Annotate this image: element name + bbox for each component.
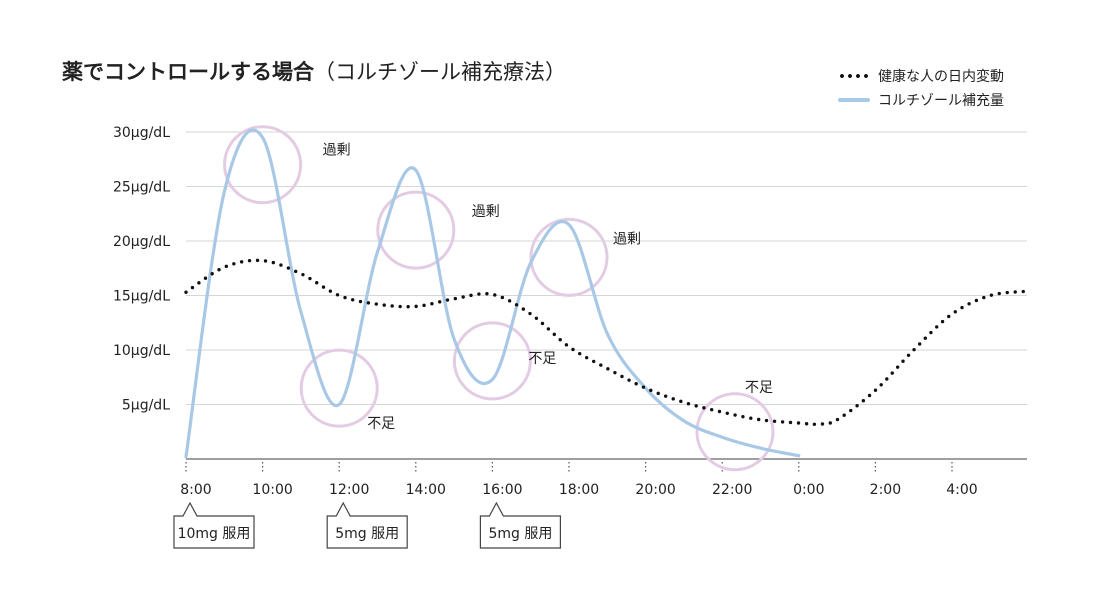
- x-tick-label: 18:00: [559, 482, 599, 498]
- dose-box: [479, 501, 561, 549]
- dose-label: 5mg 服用: [335, 526, 399, 542]
- x-tick-label: 8:00: [180, 482, 211, 498]
- highlight-circle: [376, 190, 456, 270]
- x-tick-label: 10:00: [252, 482, 292, 498]
- highlight-circle: [223, 125, 303, 205]
- y-tick-label: 10μg/dL: [113, 343, 170, 359]
- x-tick-label: 14:00: [406, 482, 446, 498]
- highlight-circle: [299, 348, 379, 428]
- legend-item-normal: 健康な人の日内変動: [838, 64, 1004, 88]
- x-tick-label: 2:00: [870, 482, 901, 498]
- dose-callout: 5mg 服用: [326, 501, 408, 549]
- highlight-circle: [695, 392, 775, 472]
- x-tick-label: 12:00: [329, 482, 369, 498]
- x-tick-label: 0:00: [793, 482, 824, 498]
- dose-label: 5mg 服用: [488, 526, 552, 542]
- y-tick-label: 30μg/dL: [113, 125, 170, 141]
- annotation-label: 過剰: [323, 143, 351, 159]
- series-line-normal: [184, 258, 1031, 426]
- dose-box: [173, 501, 255, 549]
- legend-label-normal: 健康な人の日内変動: [878, 69, 1004, 85]
- dose-callout: 5mg 服用: [479, 501, 561, 549]
- dose-box: [326, 501, 408, 549]
- x-tick-label: 4:00: [946, 482, 977, 498]
- chart-title-sub: （コルチゾール補充療法）: [314, 60, 566, 84]
- legend-label-treatment: コルチゾール補充量: [878, 93, 1004, 109]
- y-tick-label: 15μg/dL: [113, 289, 170, 305]
- y-tick-label: 5μg/dL: [122, 398, 170, 414]
- legend-swatch-solid: [838, 98, 870, 102]
- legend: 健康な人の日内変動 コルチゾール補充量: [838, 64, 1004, 112]
- series-line-treatment: [184, 128, 801, 459]
- annotation-label: 過剰: [472, 204, 500, 220]
- x-tick-label: 16:00: [482, 482, 522, 498]
- dose-label: 10mg 服用: [178, 526, 251, 542]
- x-tick-label: 22:00: [712, 482, 752, 498]
- chart-title: 薬でコントロールする場合（コルチゾール補充療法）: [62, 56, 566, 86]
- annotation-label: 不足: [367, 416, 395, 432]
- legend-swatch-dotted: [838, 74, 870, 78]
- x-tick-label: 20:00: [635, 482, 675, 498]
- annotation-label: 不足: [528, 351, 556, 367]
- dose-callout: 10mg 服用: [173, 501, 255, 549]
- annotation-label: 過剰: [613, 231, 641, 247]
- y-tick-label: 25μg/dL: [113, 180, 170, 196]
- highlight-circle: [529, 217, 609, 297]
- y-tick-label: 20μg/dL: [113, 234, 170, 250]
- legend-item-treatment: コルチゾール補充量: [838, 88, 1004, 112]
- highlight-circle: [452, 321, 532, 401]
- annotation-label: 不足: [745, 380, 773, 396]
- chart-title-main: 薬でコントロールする場合: [62, 60, 314, 84]
